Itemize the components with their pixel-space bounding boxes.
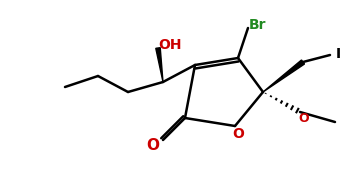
Polygon shape — [156, 48, 163, 82]
Text: O: O — [232, 127, 244, 141]
Text: O: O — [299, 113, 309, 126]
Text: I: I — [335, 47, 340, 61]
Text: OH: OH — [158, 38, 182, 52]
Text: O: O — [147, 139, 159, 153]
Polygon shape — [263, 60, 305, 92]
Text: Br: Br — [249, 18, 267, 32]
